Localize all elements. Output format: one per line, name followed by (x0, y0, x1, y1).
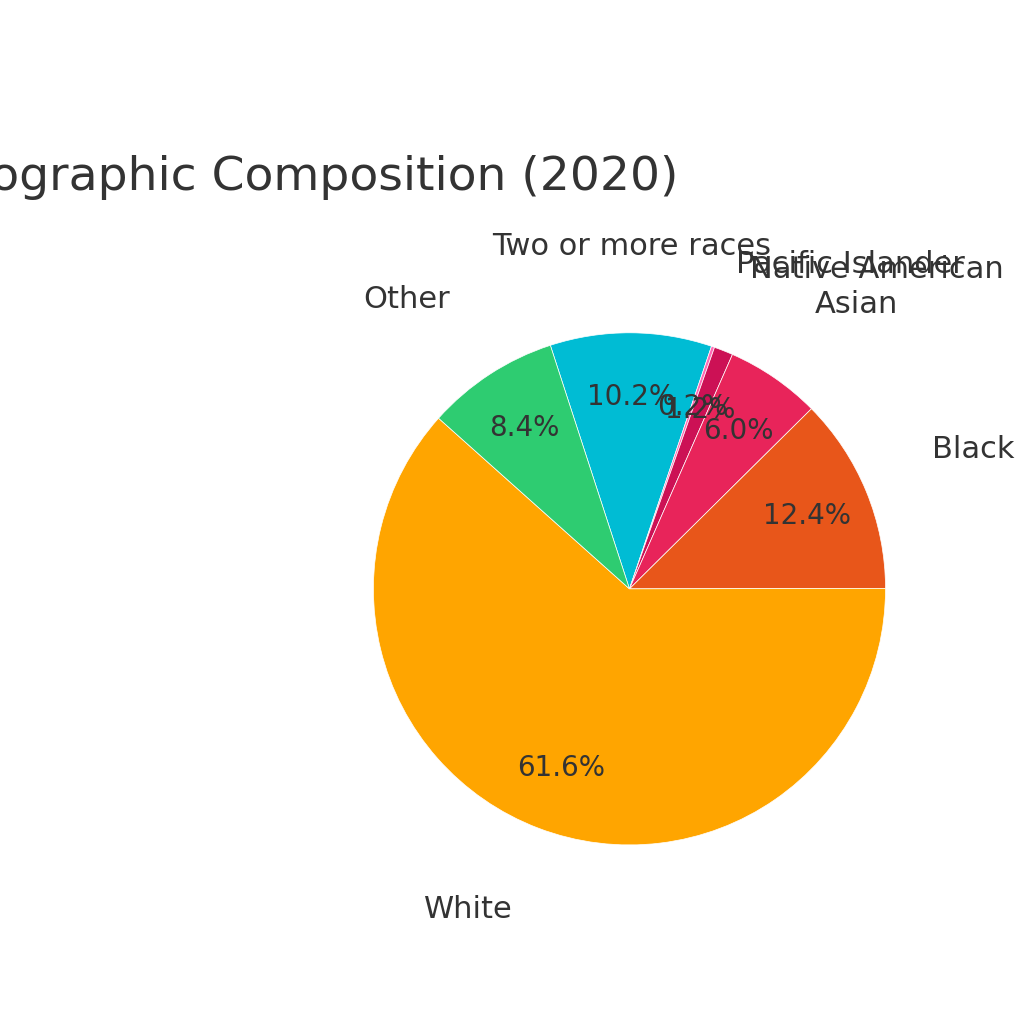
Text: Two or more races: Two or more races (492, 232, 771, 261)
Text: 10.2%: 10.2% (586, 383, 675, 411)
Text: Asian: Asian (815, 290, 898, 318)
Text: Native American: Native American (749, 256, 1004, 284)
Text: 61.6%: 61.6% (518, 754, 605, 783)
Wedge shape (630, 347, 715, 589)
Text: 6.0%: 6.0% (703, 417, 774, 444)
Text: White: White (424, 895, 513, 924)
Text: 8.4%: 8.4% (489, 414, 560, 442)
Wedge shape (630, 409, 885, 589)
Wedge shape (630, 348, 732, 589)
Text: US Ethnic Demographic Composition (2020): US Ethnic Demographic Composition (2020) (0, 155, 679, 200)
Text: 1.2%: 1.2% (665, 396, 735, 424)
Wedge shape (439, 346, 630, 589)
Wedge shape (550, 333, 712, 589)
Text: Black: Black (932, 435, 1015, 464)
Wedge shape (374, 418, 885, 845)
Text: 12.4%: 12.4% (763, 502, 852, 529)
Text: Pacific Islander: Pacific Islander (736, 250, 965, 279)
Text: Other: Other (363, 285, 450, 314)
Text: 0.2%: 0.2% (657, 393, 727, 422)
Wedge shape (630, 355, 812, 589)
